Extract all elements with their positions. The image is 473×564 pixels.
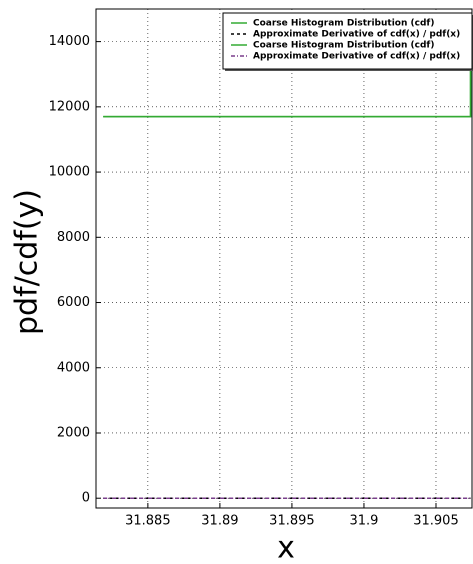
y-tick-label: 10000 [49,165,90,180]
x-tick-label: 31.89 [201,514,238,529]
x-axis-label: x [277,531,295,564]
y-tick-label: 6000 [57,295,90,310]
legend-label: Approximate Derivative of cdf(x) / pdf(x… [253,30,460,40]
x-tick-label: 31.905 [413,514,459,529]
y-tick-label: 8000 [57,230,90,245]
y-axis-label: pdf/cdf(y) [10,189,45,335]
line-series [103,69,472,118]
y-tick-label: 2000 [57,425,90,440]
y-tick-label: 14000 [49,34,90,49]
x-tick-label: 31.895 [269,514,315,529]
legend-label: Approximate Derivative of cdf(x) / pdf(x… [253,52,460,62]
y-tick-label: 12000 [49,99,90,114]
legend [222,12,473,70]
line-series [103,69,472,118]
plot-frame [95,8,473,509]
legend-label: Coarse Histogram Distribution (cdf) [253,19,434,29]
x-tick-label: 31.9 [349,514,378,529]
legend-label: Coarse Histogram Distribution (cdf) [253,41,434,51]
y-tick-label: 4000 [57,360,90,375]
x-tick-label: 31.885 [125,514,171,529]
y-tick-label: 0 [82,491,90,506]
